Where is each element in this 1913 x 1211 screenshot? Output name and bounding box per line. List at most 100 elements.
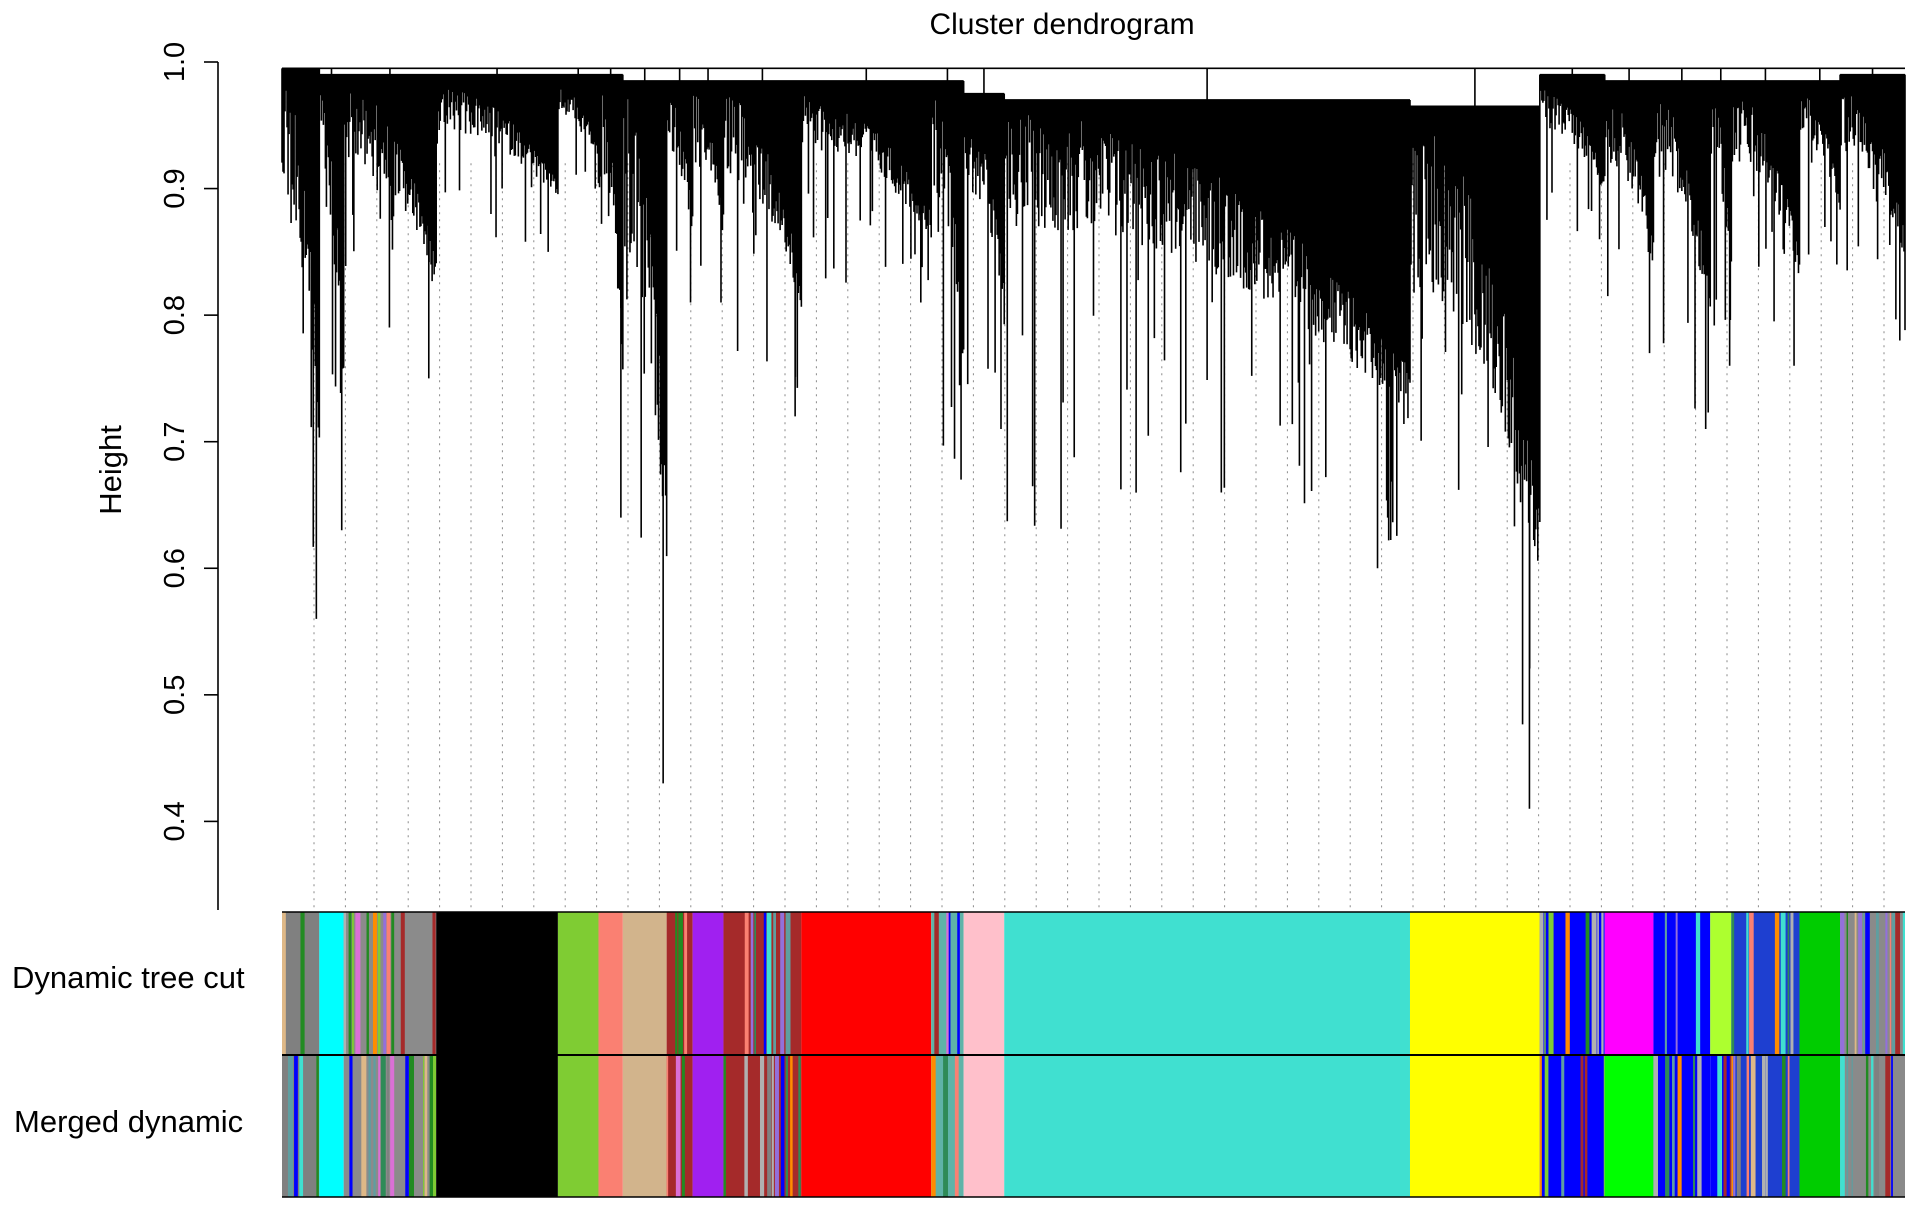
color-strip-band [391,912,395,1056]
dendrogram-branches [281,67,1906,809]
module-color-strips [282,911,1905,1198]
color-strip-segment [1604,1056,1654,1197]
color-strip-band [1580,1056,1584,1197]
color-strip-band [361,1056,367,1197]
color-strip-band [1891,1056,1893,1197]
color-strip-segment [801,1056,932,1197]
color-strip-band [386,912,391,1056]
y-tick-label: 0.9 [159,168,191,208]
color-strip-band [424,1056,428,1197]
color-strip-band [390,1056,395,1197]
color-strip-band [1892,912,1896,1056]
color-strip-band [957,912,960,1056]
color-strip-band [1544,912,1546,1056]
color-strip-band [1885,1056,1891,1197]
color-strip-band [750,912,754,1056]
color-strip-band [773,912,776,1056]
color-strip-band [666,1056,669,1197]
color-strip-band [1585,912,1590,1056]
color-strip-band [348,912,352,1056]
color-strip-band [312,1056,315,1197]
color-strip-segment [598,912,623,1056]
color-strip-band [1653,1056,1658,1197]
color-strip-band [316,1056,319,1197]
merged-dynamic-label: Merged dynamic [14,1104,243,1139]
color-strip-band [675,912,678,1056]
color-strip-segment [622,912,667,1056]
color-strip-band [1733,1056,1736,1197]
color-strip-band [1746,912,1749,1056]
color-strip-band [351,912,354,1056]
y-tick-label: 0.4 [159,801,191,841]
color-strip-segment [343,1056,437,1197]
color-strip-segment [598,1056,623,1197]
color-strip-band [287,1056,293,1197]
color-strip-band [1695,912,1701,1056]
dynamic-tree-cut-label: Dynamic tree cut [12,960,245,995]
color-strip-band [299,1056,304,1197]
color-strip-band [1851,1056,1853,1197]
color-strip-band [780,912,785,1056]
color-strip-band [690,1056,693,1197]
color-strip-band [400,912,405,1056]
color-strip-segment [1799,1056,1841,1197]
color-strip-band [378,1056,381,1197]
y-tick-label: 0.6 [159,548,191,588]
color-strip-band [1774,912,1780,1056]
color-strip-band [948,912,951,1056]
color-strip-segment [1409,912,1540,1056]
color-strip-band [1865,1056,1869,1197]
color-strip-band [1731,1056,1734,1197]
color-strip-band [368,1056,371,1197]
color-strip-band [1750,1056,1756,1197]
color-strip-segment [622,1056,667,1197]
color-strip-band [355,912,361,1056]
color-strip-band [432,912,436,1056]
color-strip-band [1729,1056,1732,1197]
chart-labels: Cluster dendrogram Height Dynamic tree c… [12,8,1195,1139]
y-tick-label: 1.0 [159,42,191,82]
color-strip-band [1871,1056,1874,1197]
color-strip-band [1862,912,1865,1056]
color-strip-band [774,1056,779,1197]
color-strip-band [433,1056,437,1197]
color-strip-band [1865,912,1870,1056]
color-strip-band [1874,1056,1880,1197]
color-strip-band [785,1056,788,1197]
y-tick-label: 0.5 [159,675,191,715]
color-strip-band [282,912,286,1056]
color-strip-band [300,912,305,1056]
color-strip-band [1736,1056,1741,1197]
color-strip-band [934,912,939,1056]
color-strip-band [1749,912,1754,1056]
color-strip-band [1840,1056,1845,1197]
color-strip-band [1762,1056,1766,1197]
dendrogram-branch-path [281,67,1906,809]
color-strip-segment [1004,912,1410,1056]
color-strip-band [429,1056,433,1197]
color-strip-band [1787,1056,1790,1197]
color-strip-band [1697,1056,1702,1197]
color-strip-band [1675,912,1678,1056]
color-strip-band [1780,912,1786,1056]
color-strip-band [766,912,772,1056]
color-strip-segment [1653,1056,1711,1197]
color-strip-band [780,1056,785,1197]
color-strip-band [1664,912,1667,1056]
color-strip-segment [692,1056,724,1197]
color-strip-band [386,1056,389,1197]
color-strip-band [790,1056,793,1197]
color-strip-band [1591,912,1597,1056]
color-strip-band [1840,912,1845,1056]
color-strip-band [744,912,749,1056]
color-strip-band [305,912,309,1056]
y-axis: 0.4 0.5 0.6 0.7 0.8 0.9 1.0 [159,42,219,910]
color-strip-band [366,912,369,1056]
color-strip-band [377,912,381,1056]
color-strip-segment [1604,912,1654,1056]
color-strip-band [372,912,377,1056]
color-strip-band [771,1056,774,1197]
color-strip-band [1565,912,1570,1056]
color-strip-band [1603,1056,1605,1197]
color-strip-band [681,1056,685,1197]
